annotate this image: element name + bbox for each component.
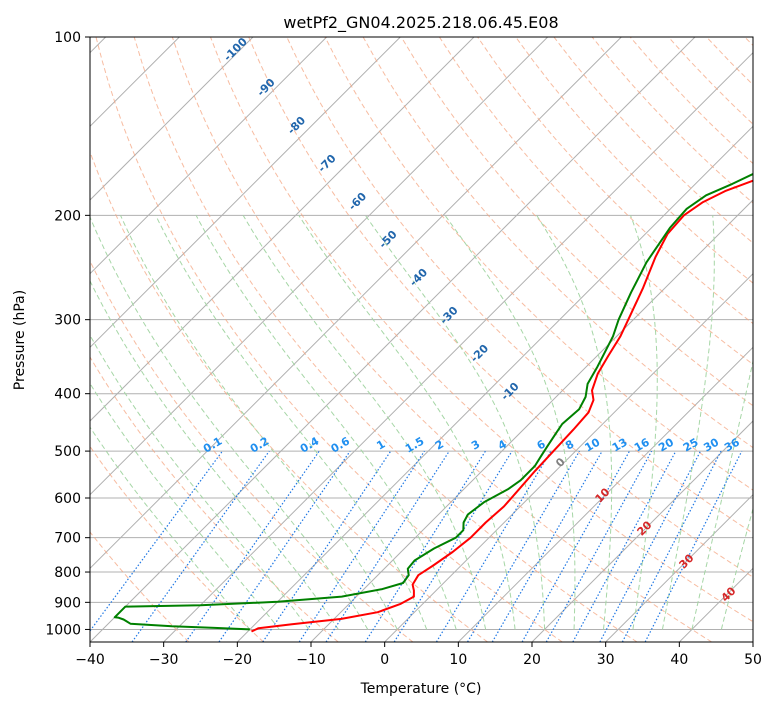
background-lines <box>90 37 753 642</box>
isotherm-line <box>90 37 622 570</box>
y-tick-label: 700 <box>54 531 81 547</box>
x-axis-ticks: −40 −30 −20 −10 0 10 20 30 40 50 <box>75 642 762 668</box>
mixing-ratio-line <box>572 450 677 642</box>
isotherm-line <box>236 125 753 642</box>
mixing-ratio-line <box>298 450 425 642</box>
y-tick-label: 400 <box>54 387 81 403</box>
isotherm-line <box>384 272 753 642</box>
y-tick-label: 100 <box>54 30 81 46</box>
temperature-profile <box>251 179 753 633</box>
moist-adiabat-line <box>90 382 280 630</box>
profile-lines <box>113 172 753 633</box>
mixing-ratio-line <box>521 450 631 642</box>
y-tick-label: 500 <box>54 444 81 460</box>
moist-adiabat-line <box>298 215 516 630</box>
y-tick-label: 1000 <box>45 622 81 638</box>
moist-adiabat-line <box>195 215 457 630</box>
mixing-ratio-line <box>393 450 513 642</box>
mixing-ratio-line <box>644 450 743 642</box>
x-tick-label: 50 <box>744 652 762 668</box>
dry-adiabat-line <box>438 37 753 366</box>
chart-title: wetPf2_GN04.2025.218.06.45.E08 <box>283 13 558 33</box>
mixing-ratio-line <box>599 450 702 642</box>
mixing-ratio-line <box>325 450 450 642</box>
moist-adiabat-line <box>242 215 487 630</box>
x-tick-label: −40 <box>75 652 105 668</box>
mixing-ratio-line <box>90 450 223 632</box>
dry-adiabat-line <box>90 445 264 642</box>
dry-adiabat-line <box>171 37 712 642</box>
y-tick-label: 900 <box>54 595 81 611</box>
y-tick-label: 300 <box>54 313 81 329</box>
dewpoint-profile <box>113 172 753 631</box>
y-axis-ticks: 1000 900 800 700 600 500 400 300 200 100 <box>45 30 90 638</box>
isotherm-line <box>90 37 254 201</box>
mixing-ratio-line <box>621 450 722 642</box>
moist-adiabat-line <box>90 279 339 630</box>
x-tick-label: −30 <box>149 652 179 668</box>
x-axis-label: Temperature (°C) <box>360 681 482 697</box>
isotherm-line <box>90 37 696 642</box>
x-tick-label: 30 <box>597 652 615 668</box>
x-tick-label: −20 <box>223 652 253 668</box>
y-tick-label: 600 <box>54 491 81 507</box>
moist-adiabat-line <box>364 215 546 630</box>
dry-adiabat-line <box>90 259 414 642</box>
isotherm-line <box>605 493 753 642</box>
x-tick-label: 10 <box>449 652 467 668</box>
x-tick-label: 0 <box>380 652 389 668</box>
mixing-ratio-line <box>218 450 351 642</box>
mixing-ratio-line <box>131 450 270 642</box>
y-tick-label: 200 <box>54 208 81 224</box>
isotherm-line <box>457 346 753 642</box>
isotherm-line <box>90 37 549 496</box>
x-tick-label: 40 <box>670 652 688 668</box>
x-tick-label: −10 <box>296 652 326 668</box>
dry-adiabat-line <box>90 150 488 642</box>
moist-adiabat-line <box>444 215 576 630</box>
dry-adiabat-line <box>95 37 563 642</box>
x-tick-label: 20 <box>523 652 541 668</box>
isotherm-line <box>90 37 328 275</box>
y-axis-label: Pressure (hPa) <box>12 290 28 390</box>
mixing-ratio-line <box>545 450 653 642</box>
mixing-ratio-line <box>185 450 320 642</box>
moist-adiabat-line <box>90 426 251 630</box>
dry-adiabat-line <box>90 531 190 642</box>
isotherm-line <box>531 420 753 642</box>
isotherm-line <box>90 37 475 422</box>
dry-adiabat-line <box>515 37 753 284</box>
plot-frame <box>89 36 754 643</box>
moist-adiabat-line <box>155 215 428 630</box>
moist-adiabat-line <box>536 215 613 630</box>
moist-adiabat-line <box>90 215 369 630</box>
dry-adiabat-line <box>90 356 339 642</box>
dry-adiabat-line <box>248 37 753 578</box>
moist-adiabat-line <box>120 215 398 630</box>
moist-adiabat-line <box>90 334 310 630</box>
isotherm-line <box>90 37 401 349</box>
dry-adiabat-line <box>133 37 638 642</box>
isotherm-line <box>163 51 753 642</box>
dry-adiabat-line <box>210 37 753 623</box>
moist-adiabat-line <box>630 215 658 630</box>
dry-adiabat-line <box>400 37 753 407</box>
mixing-ratio-line <box>364 450 486 642</box>
dry-adiabat-line <box>324 37 753 491</box>
y-tick-label: 800 <box>54 565 81 581</box>
